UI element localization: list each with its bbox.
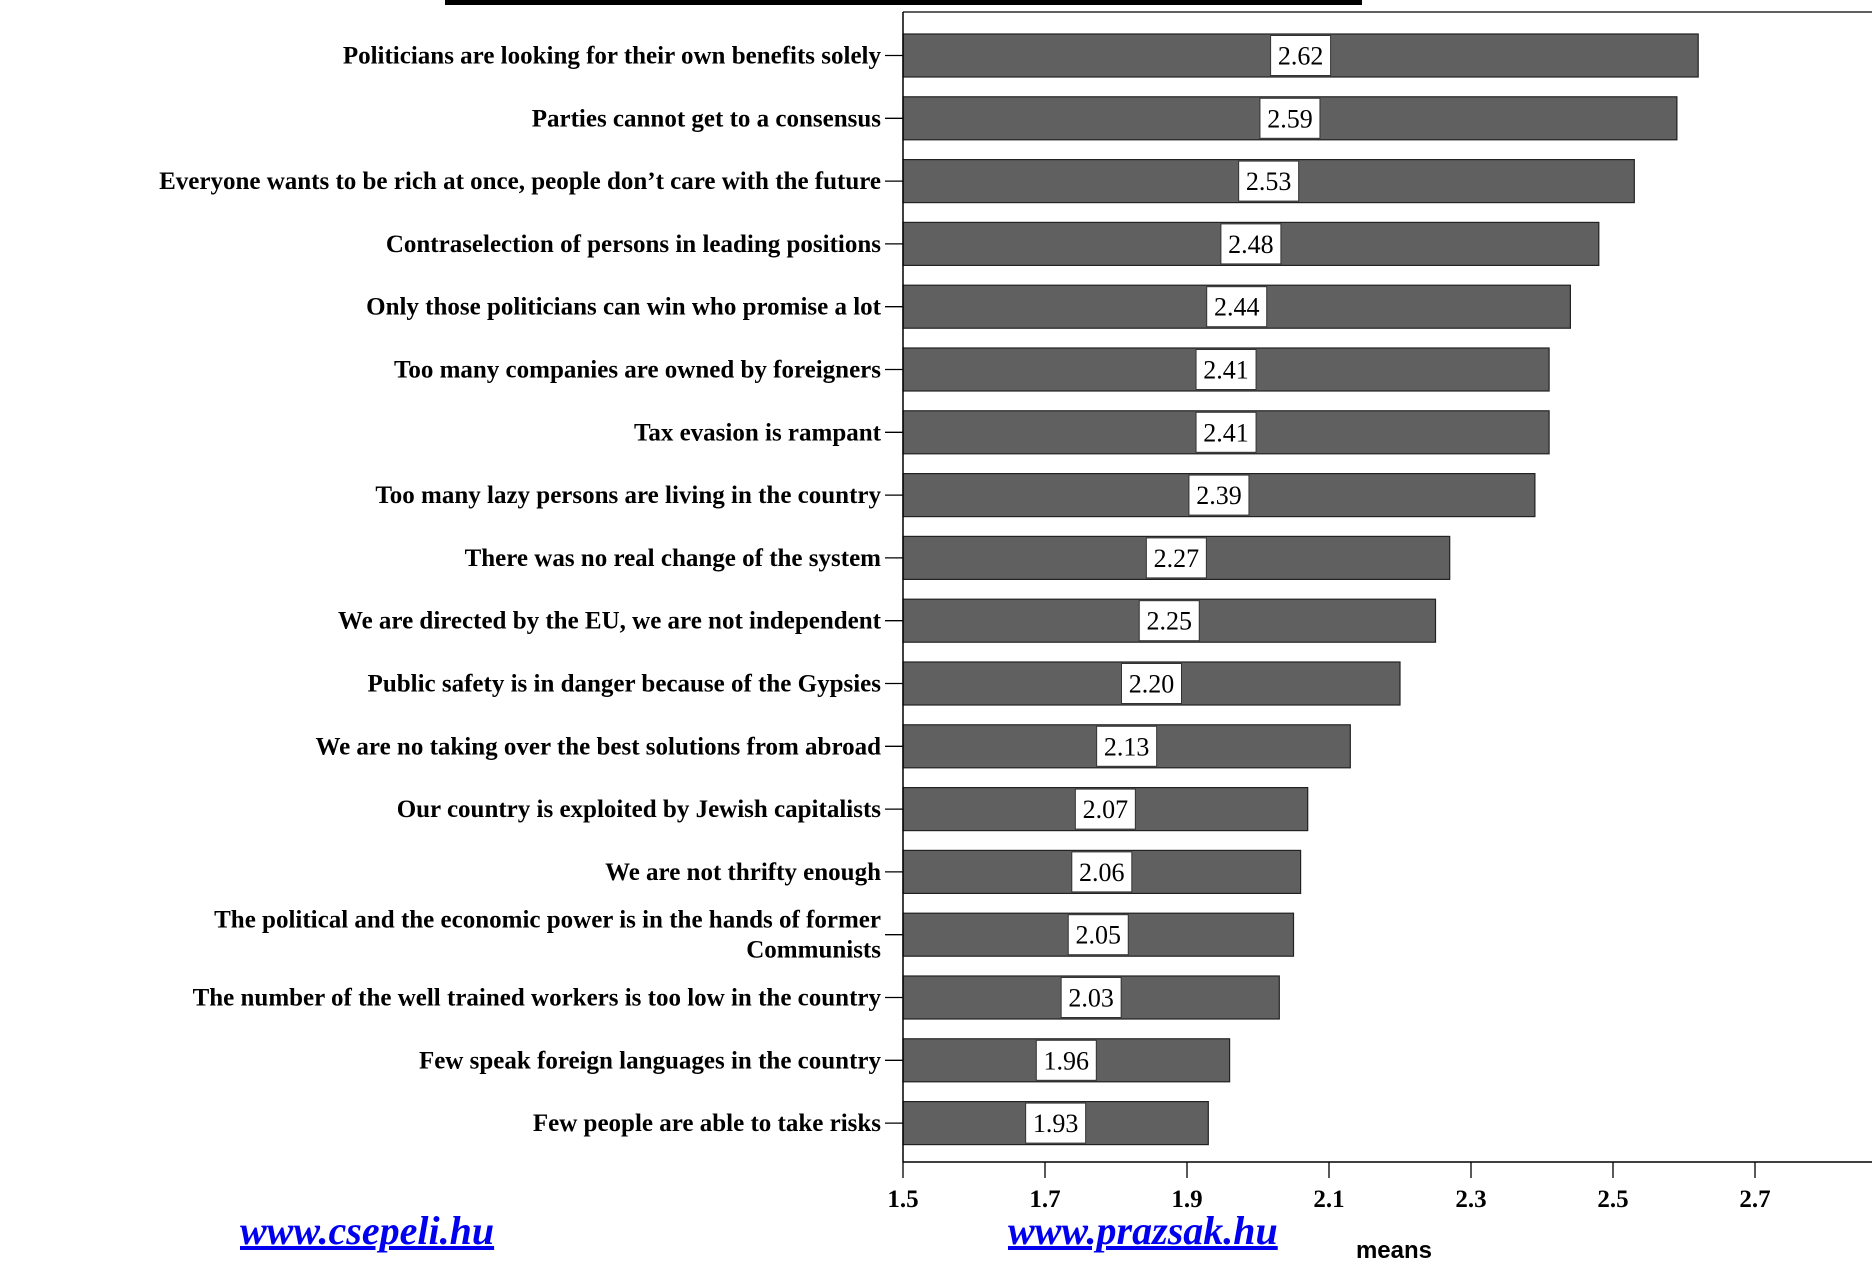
value-label: 2.41 xyxy=(1203,418,1249,447)
category-label: Only those politicians can win who promi… xyxy=(366,294,882,321)
category-label: We are directed by the EU, we are not in… xyxy=(338,608,882,635)
value-label: 2.53 xyxy=(1246,167,1292,196)
value-label: 2.62 xyxy=(1278,42,1324,71)
top-rule xyxy=(445,0,1362,5)
category-label: Contraselection of persons in leading po… xyxy=(386,231,881,258)
value-label-box xyxy=(1071,851,1133,893)
x-tick-label: 1.9 xyxy=(1171,1186,1202,1213)
value-label-box xyxy=(1220,223,1282,265)
category-label: Public safety is in danger because of th… xyxy=(368,671,882,698)
category-label: We are not thrifty enough xyxy=(605,859,881,886)
category-label: We are no taking over the best solutions… xyxy=(315,733,881,760)
x-tick-label: 1.5 xyxy=(887,1186,918,1213)
x-tick-label: 2.3 xyxy=(1455,1186,1486,1213)
value-label-box xyxy=(1145,537,1207,579)
x-tick-label: 1.7 xyxy=(1029,1186,1060,1213)
category-label: Parties cannot get to a consensus xyxy=(532,105,882,132)
value-label: 2.27 xyxy=(1154,544,1200,573)
value-label: 2.48 xyxy=(1228,230,1274,259)
value-label: 2.39 xyxy=(1196,481,1242,510)
x-axis-label: means xyxy=(1356,1237,1432,1263)
category-label: Too many companies are owned by foreigne… xyxy=(394,357,881,384)
x-tick-label: 2.7 xyxy=(1739,1186,1770,1213)
value-label-box xyxy=(1188,474,1250,516)
category-label: Everyone wants to be rich at once, peopl… xyxy=(159,168,881,195)
value-label-box xyxy=(1270,35,1332,76)
value-label-box xyxy=(1195,349,1257,390)
value-label-box xyxy=(1067,914,1129,956)
category-label: The political and the economic power is … xyxy=(214,907,881,964)
value-label: 2.41 xyxy=(1203,356,1249,385)
value-label: 2.07 xyxy=(1083,795,1129,824)
value-label: 2.44 xyxy=(1214,293,1260,322)
value-label-box xyxy=(1060,977,1122,1018)
value-label: 2.20 xyxy=(1129,670,1175,699)
value-label: 2.05 xyxy=(1076,921,1122,950)
x-tick-label: 2.5 xyxy=(1597,1186,1628,1213)
category-label: Tax evasion is rampant xyxy=(634,419,882,446)
value-label: 1.96 xyxy=(1044,1046,1090,1075)
value-label-box xyxy=(1238,160,1300,202)
category-label: Too many lazy persons are living in the … xyxy=(375,482,881,509)
value-label-box xyxy=(1138,600,1200,642)
category-label: There was no real change of the system xyxy=(465,545,882,572)
value-label-box xyxy=(1121,663,1182,704)
csepeli-link[interactable]: www.csepeli.hu xyxy=(240,1208,495,1253)
x-tick-label: 2.1 xyxy=(1313,1186,1344,1213)
value-label-box xyxy=(1035,1039,1097,1081)
value-label-box xyxy=(1074,788,1136,830)
category-label: Few speak foreign languages in the count… xyxy=(419,1047,882,1074)
value-label-box xyxy=(1025,1102,1087,1144)
value-label: 2.13 xyxy=(1104,732,1150,761)
value-label: 1.93 xyxy=(1033,1109,1079,1138)
category-label: Few people are able to take risks xyxy=(533,1110,881,1137)
value-label: 2.59 xyxy=(1267,104,1313,133)
value-label: 2.03 xyxy=(1068,984,1114,1013)
value-label: 2.25 xyxy=(1147,607,1193,636)
value-label-box xyxy=(1259,97,1321,139)
category-label: Our country is exploited by Jewish capit… xyxy=(397,796,882,823)
value-label-box xyxy=(1195,411,1257,453)
value-label-box xyxy=(1096,725,1158,767)
category-label: Politicians are looking for their own be… xyxy=(343,43,882,70)
value-label-box xyxy=(1206,286,1268,328)
prazsak-link[interactable]: www.prazsak.hu xyxy=(1008,1208,1278,1253)
category-label: The number of the well trained workers i… xyxy=(193,985,882,1012)
value-label: 2.06 xyxy=(1079,858,1125,887)
